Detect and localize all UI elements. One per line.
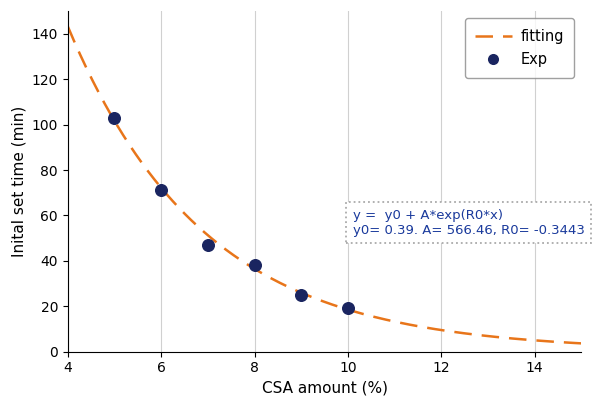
fitting <box>565 340 573 345</box>
fitting <box>342 306 349 311</box>
fitting <box>485 334 492 339</box>
fitting <box>311 296 319 301</box>
Legend: fitting, Exp: fitting, Exp <box>465 18 574 78</box>
Exp <box>110 114 120 121</box>
Exp <box>249 262 259 269</box>
Exp <box>343 305 353 312</box>
Text: y =  y0 + A*exp(R0*x)
y0= 0.39. A= 566.46, R0= -0.3443: y = y0 + A*exp(R0*x) y0= 0.39. A= 566.46… <box>353 209 585 236</box>
fitting <box>370 314 377 319</box>
fitting <box>308 295 316 300</box>
Exp <box>203 242 213 248</box>
Exp <box>296 291 306 298</box>
Exp <box>156 187 166 194</box>
Line: fitting: fitting <box>68 26 581 344</box>
fitting <box>577 341 585 346</box>
fitting <box>64 24 72 29</box>
X-axis label: CSA amount (%): CSA amount (%) <box>262 381 387 396</box>
Y-axis label: Inital set time (min): Inital set time (min) <box>11 106 26 257</box>
